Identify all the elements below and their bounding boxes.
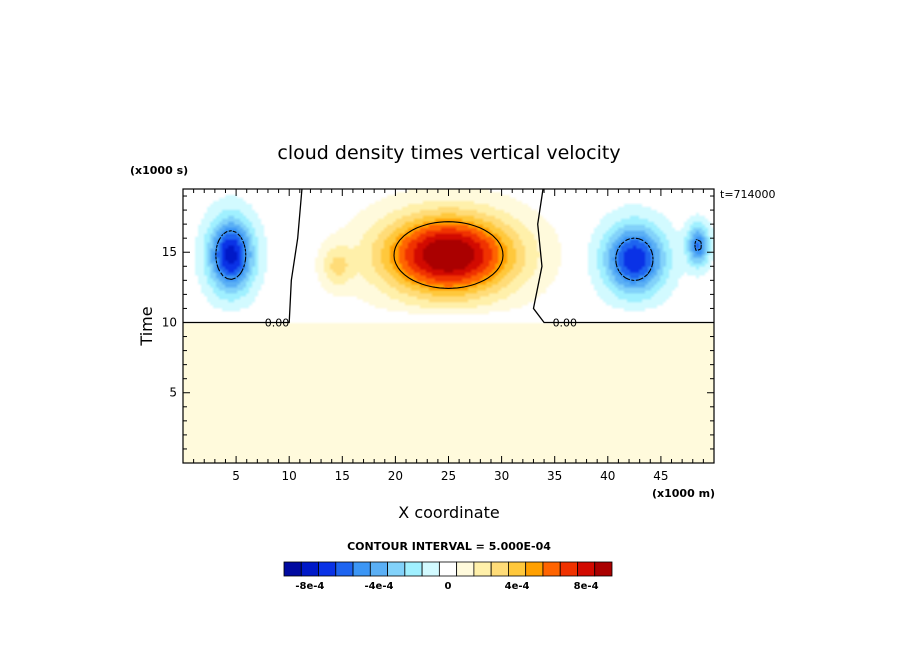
colorbar-swatch [559, 561, 578, 577]
y-tick-label: 10 [162, 315, 177, 329]
zero-contour-label-left: 0.00 [265, 316, 290, 329]
colorbar-swatch [369, 561, 388, 577]
colorbar-swatch [438, 561, 458, 577]
zero-contour-label-right: 0.00 [553, 316, 578, 329]
y-tick-label: 15 [162, 245, 177, 259]
y-axis-ticks: 5 10 15 [162, 195, 714, 450]
zero-contour-labels: 0.00 0.00 [265, 316, 577, 329]
colorbar-swatch [577, 561, 596, 577]
colorbar-tick-label: -4e-4 [364, 581, 393, 592]
time-annotation: t=714000 [720, 188, 776, 201]
colorbar-swatch [335, 561, 354, 577]
contour-lines [183, 188, 714, 324]
x-tick-label: 40 [600, 469, 615, 483]
y-axis-label: Time [137, 306, 156, 346]
colorbar-swatch [490, 561, 509, 577]
x-unit-label: (x1000 m) [652, 487, 715, 500]
colorbar-swatch [594, 561, 613, 577]
x-tick-label: 25 [441, 469, 456, 483]
colorbar-tick-label: 0 [445, 581, 452, 592]
colorbar-tick-label: 8e-4 [574, 581, 599, 592]
colorbar-swatch [318, 561, 337, 577]
x-tick-label: 15 [335, 469, 350, 483]
x-tick-label: 10 [282, 469, 297, 483]
x-tick-label: 30 [494, 469, 509, 483]
negative-contour-line [215, 230, 702, 282]
x-tick-label: 20 [388, 469, 403, 483]
x-tick-label: 45 [653, 469, 668, 483]
colorbar: -8e-4 -4e-4 0 4e-4 8e-4 [283, 561, 613, 592]
chart-title: cloud density times vertical velocity [277, 142, 620, 164]
heatmap-field [183, 189, 714, 463]
colorbar-swatch [300, 561, 319, 577]
x-axis-ticks: 5 10 15 20 25 30 35 40 45 [193, 189, 704, 483]
colorbar-swatch [387, 561, 406, 577]
colorbar-swatch [473, 561, 492, 577]
colorbar-swatch [525, 561, 544, 577]
y-unit-label: (x1000 s) [130, 164, 188, 177]
colorbar-tick-label: -8e-4 [295, 581, 324, 592]
x-tick-label: 35 [547, 469, 562, 483]
colorbar-swatch [352, 561, 371, 577]
colorbar-swatch [283, 561, 302, 577]
x-tick-label: 5 [232, 469, 240, 483]
y-tick-label: 5 [169, 386, 177, 400]
colorbar-swatch [456, 561, 475, 577]
positive-contour-line [393, 221, 504, 289]
colorbar-swatch [421, 561, 440, 577]
plot-area: 0.00 0.00 5 10 15 20 25 30 35 40 45 5 10 15 [162, 188, 715, 483]
colorbar-swatch [542, 561, 561, 577]
x-axis-label: X coordinate [398, 503, 499, 522]
colorbar-swatch [404, 561, 423, 577]
colorbar-swatch [508, 561, 527, 577]
contour-interval-text: CONTOUR INTERVAL = 5.000E-04 [347, 540, 551, 553]
colorbar-tick-label: 4e-4 [505, 581, 530, 592]
zero-contour-line [183, 188, 714, 324]
